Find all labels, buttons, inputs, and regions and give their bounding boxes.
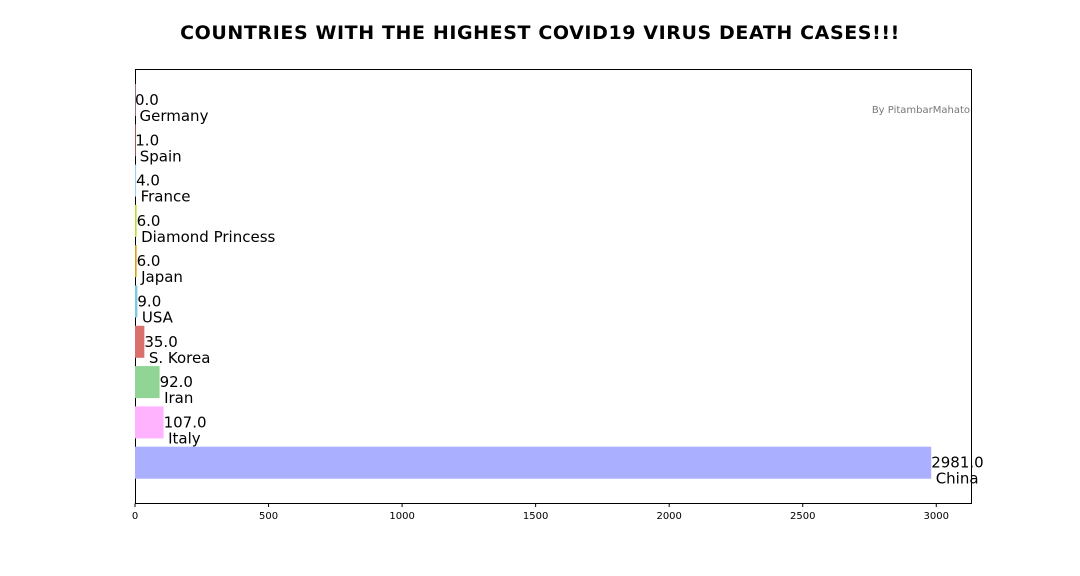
value-label: 4.0	[136, 172, 160, 190]
category-label: S. Korea	[149, 349, 211, 367]
value-label: 2981.0	[931, 454, 984, 472]
credit-text: By PitambarMahato	[872, 105, 970, 116]
value-label: 9.0	[137, 293, 161, 311]
category-label: Spain	[140, 147, 182, 165]
bar-diamond-princess	[135, 204, 137, 237]
bars-layer	[135, 84, 932, 479]
value-label: 107.0	[164, 413, 207, 431]
bar-s-korea	[135, 325, 145, 358]
category-label: USA	[142, 309, 174, 327]
x-tick-label: 0	[132, 511, 138, 522]
category-label: Iran	[164, 389, 193, 407]
value-label: 92.0	[160, 373, 193, 391]
bar-spain	[135, 124, 136, 157]
category-label: France	[141, 188, 191, 206]
x-axis-ticks: 0 500 1000 1500 2000 2500 3000	[132, 503, 949, 522]
bar-usa	[135, 285, 138, 318]
x-tick-label: 3000	[924, 511, 949, 522]
value-label: 6.0	[137, 212, 161, 230]
bar-china	[135, 446, 932, 479]
x-tick-label: 2000	[656, 511, 681, 522]
value-label: 1.0	[135, 131, 159, 149]
category-label: Germany	[140, 107, 209, 125]
x-tick-label: 500	[259, 511, 278, 522]
chart-title: COUNTRIES WITH THE HIGHEST COVID19 VIRUS…	[180, 22, 900, 44]
bar-germany	[135, 84, 136, 116]
x-tick-label: 2500	[790, 511, 815, 522]
value-label: 6.0	[137, 252, 161, 270]
bar-japan	[135, 245, 137, 278]
category-label: Diamond Princess	[141, 228, 275, 246]
category-label: China	[936, 470, 979, 488]
bar-italy	[135, 406, 164, 439]
value-label: 0.0	[135, 91, 159, 109]
category-label: Japan	[140, 268, 183, 286]
credit-background	[868, 99, 971, 119]
bar-iran	[135, 366, 160, 399]
bar-france	[135, 164, 137, 197]
value-label: 35.0	[144, 333, 177, 351]
plot-area-frame	[135, 69, 972, 504]
x-tick-label: 1000	[389, 511, 414, 522]
category-label: Italy	[168, 429, 201, 447]
x-tick-label: 1500	[523, 511, 548, 522]
